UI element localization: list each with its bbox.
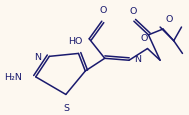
Text: N: N [134, 54, 141, 63]
Text: O: O [129, 7, 137, 16]
Text: H₂N: H₂N [4, 73, 22, 82]
Text: O: O [166, 15, 173, 24]
Text: O: O [141, 33, 148, 42]
Text: O: O [99, 6, 106, 15]
Text: HO: HO [68, 37, 82, 46]
Text: N: N [35, 52, 42, 61]
Text: S: S [64, 103, 70, 112]
